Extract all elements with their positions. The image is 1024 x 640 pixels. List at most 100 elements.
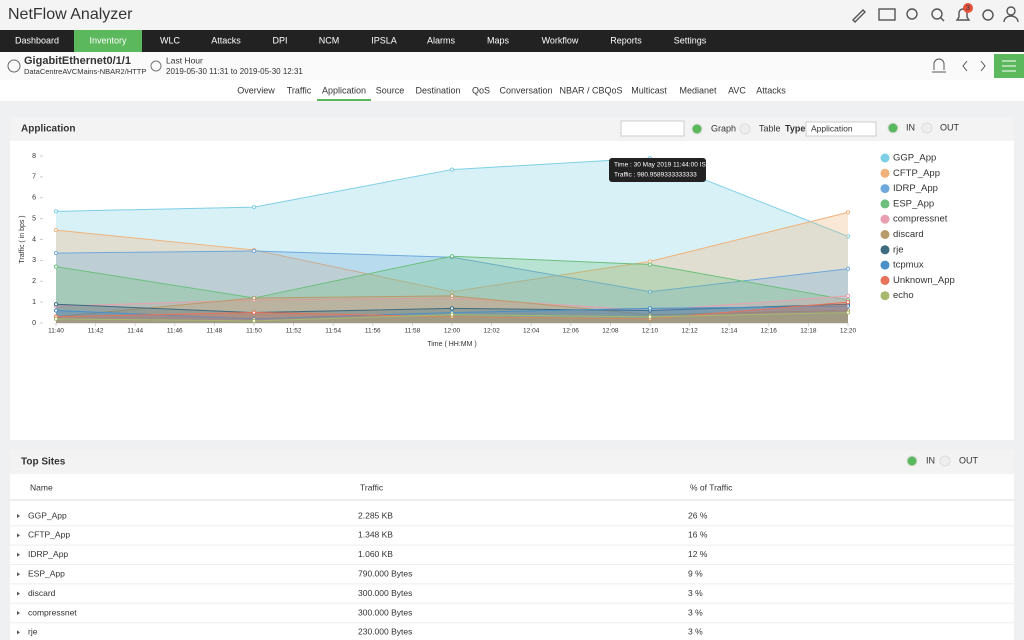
radio-in[interactable] [887,122,899,134]
range[interactable]: 2019-05-30 11:31 to 2019-05-30 12:31 [166,67,303,76]
nav-item[interactable]: Maps [487,35,510,45]
tab[interactable]: Application [322,85,366,95]
column-header[interactable]: Name [30,482,53,492]
legend-label[interactable]: echo [893,290,914,301]
cell: 3 % [688,607,703,617]
radio-table[interactable] [739,123,751,135]
nav-item[interactable]: Inventory [89,35,127,45]
expand-arrow[interactable] [17,552,20,557]
type-value[interactable]: Application [811,123,853,133]
legend-swatch [880,214,890,224]
x-tick-label: 12:08 [602,328,619,335]
nav-item[interactable]: Alarms [427,35,456,45]
cell: discard [28,588,56,598]
legend-label[interactable]: discard [893,229,924,240]
nav-item[interactable]: Attacks [211,35,241,45]
point [845,293,851,298]
point [251,310,257,315]
nav-item[interactable]: NCM [319,35,340,45]
tab[interactable]: Overview [237,85,275,95]
tab[interactable]: Conversation [499,85,552,95]
x-tick-label: 12:06 [563,328,580,335]
tab[interactable]: Multicast [631,85,667,95]
expand-arrow[interactable] [17,533,20,538]
sites-radio-out[interactable] [939,455,951,467]
point [845,310,851,315]
device-bar [0,52,1024,80]
tab[interactable]: Traffic [287,85,312,95]
nav-item[interactable]: Settings [674,35,707,45]
cell: 300.000 Bytes [358,588,412,598]
point [449,293,455,298]
x-tick-label: 11:52 [286,328,302,335]
legend-label[interactable]: rje [893,244,904,255]
tab[interactable]: NBAR / CBQoS [559,85,622,95]
expand-arrow[interactable] [17,591,20,596]
point [647,289,653,294]
in-label[interactable]: IN [906,122,915,132]
legend-label[interactable]: CFTP_App [893,168,940,179]
point [251,205,257,210]
out-label[interactable]: OUT [940,122,960,132]
column-header[interactable]: % of Traffic [690,482,733,492]
menu-icon [1002,60,1016,72]
y-tick-label: 8 [32,153,36,160]
nav-item[interactable]: WLC [160,35,181,45]
area [56,312,848,323]
tooltip-traffic: Traffic : 980.9589333333333 [614,172,697,179]
x-tick-label: 11:58 [405,328,421,335]
alarm-icon[interactable] [932,58,946,73]
point [53,264,59,269]
legend-label[interactable]: ESP_App [893,198,934,209]
y-tick-label: 6 [32,195,36,202]
tab[interactable]: AVC [728,85,746,95]
period[interactable]: Last Hour [166,55,203,65]
radio-graph[interactable] [691,123,703,135]
nav-item[interactable]: Workflow [542,35,579,45]
legend-label[interactable]: GGP_App [893,153,936,164]
sites-out-label[interactable]: OUT [959,455,979,465]
pager[interactable] [962,60,986,72]
type-label: Type [785,123,805,133]
point [449,312,455,317]
radio-out[interactable] [921,122,933,134]
point [449,254,455,259]
y-tick-label: 4 [32,236,36,243]
x-tick-label: 12:10 [642,328,659,335]
expand-arrow[interactable] [17,630,20,635]
point [251,248,257,254]
legend-label[interactable]: tcpmux [893,260,924,271]
tab[interactable]: Attacks [756,85,786,95]
nav-item[interactable]: DPI [272,35,287,45]
column-header[interactable]: Traffic [360,482,384,492]
type-select[interactable] [805,121,877,137]
cell: 9 % [688,568,703,578]
tab[interactable]: QoS [472,85,490,95]
expand-arrow[interactable] [17,572,20,577]
cell: 790.000 Bytes [358,568,412,578]
tab[interactable]: Destination [415,85,460,95]
y-tick-label: 2 [32,278,36,285]
expand-arrow[interactable] [17,611,20,615]
expand-arrow[interactable] [17,514,20,518]
nav-item[interactable]: Reports [610,35,642,45]
sites-in-label[interactable]: IN [926,455,935,465]
sites-title: Top Sites [21,457,66,468]
sites-radio-in[interactable] [906,455,918,467]
point [845,304,851,309]
legend-label[interactable]: IDRP_App [893,183,938,194]
badge-count: 3 [966,5,970,12]
legend-label[interactable]: compressnet [893,214,948,225]
point [53,250,59,256]
graph-label[interactable]: Graph [711,123,736,133]
chart-type-switch[interactable] [620,120,685,137]
nav-item[interactable]: IPSLA [371,35,397,45]
x-tick-label: 12:04 [523,328,540,335]
app-panel [10,117,1014,440]
nav-item[interactable]: Dashboard [15,35,59,45]
tab[interactable]: Medianet [679,85,717,95]
tab[interactable]: Source [376,85,405,95]
back-button[interactable] [7,59,21,73]
legend-label[interactable]: Unknown_App [893,275,955,286]
table-label[interactable]: Table [759,123,781,133]
